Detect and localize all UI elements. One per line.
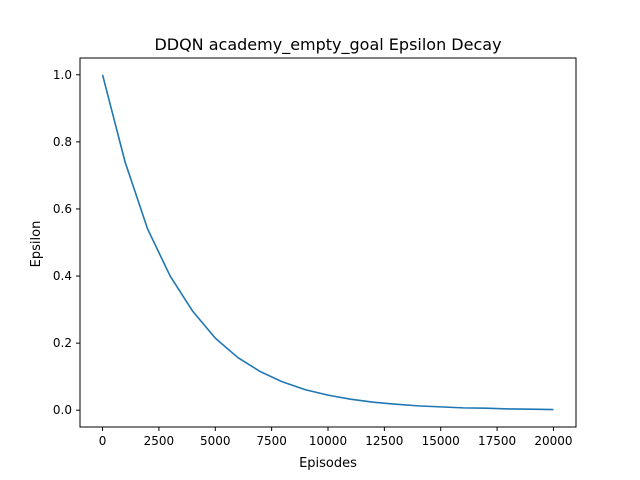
- y-tick-label: 0.4: [53, 269, 72, 283]
- y-tick-label: 0.8: [53, 135, 72, 149]
- axes-frame: [79, 57, 577, 428]
- y-tick-label: 0.0: [53, 403, 72, 417]
- x-tick-label: 17500: [478, 434, 516, 448]
- y-axis-ticks: 0.0 0.2 0.4 0.6 0.8 1.0: [53, 68, 80, 417]
- series-layer: [101, 74, 554, 411]
- x-tick-label: 2500: [144, 434, 175, 448]
- x-tick-label: 0: [99, 434, 107, 448]
- x-tick-label: 5000: [200, 434, 231, 448]
- chart-title: DDQN academy_empty_goal Epsilon Decay: [154, 35, 501, 55]
- x-tick-label: 7500: [256, 434, 287, 448]
- y-axis-label: Epsilon: [29, 221, 44, 268]
- y-tick-label: 1.0: [53, 68, 72, 82]
- epsilon-series-line: [101, 74, 554, 411]
- x-tick-label: 12500: [365, 434, 403, 448]
- x-tick-label: 15000: [422, 434, 460, 448]
- x-tick-label: 10000: [309, 434, 347, 448]
- y-tick-label: 0.6: [53, 202, 72, 216]
- x-axis-ticks: 0 2500 5000 7500 10000 12500 15000 17500 20000: [99, 427, 573, 448]
- x-axis-label: Episodes: [299, 456, 357, 471]
- y-tick-label: 0.2: [53, 336, 72, 350]
- x-tick-label: 20000: [534, 434, 572, 448]
